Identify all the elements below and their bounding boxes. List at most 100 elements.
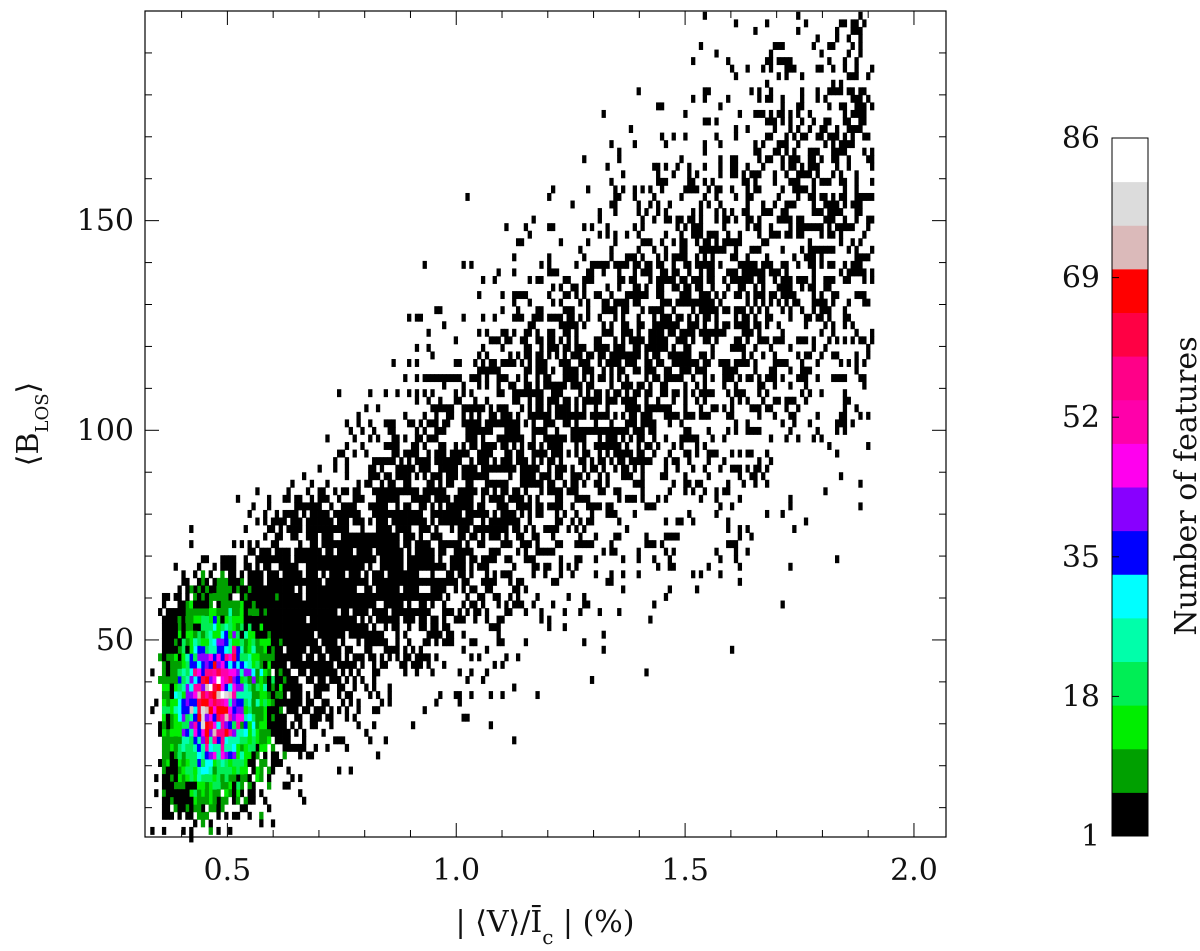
heatmap-cell bbox=[496, 502, 501, 511]
heatmap-cell bbox=[683, 245, 688, 254]
heatmap-cell bbox=[659, 336, 665, 345]
heatmap-cell bbox=[204, 615, 210, 624]
heatmap-cell bbox=[442, 615, 447, 624]
heatmap-cell bbox=[617, 268, 622, 277]
heatmap-cell bbox=[831, 132, 836, 141]
heatmap-cell bbox=[652, 434, 657, 443]
heatmap-cell bbox=[438, 555, 443, 564]
heatmap-cell bbox=[710, 306, 715, 315]
heatmap-cell bbox=[290, 691, 295, 700]
heatmap-cell bbox=[255, 600, 260, 609]
heatmap-cell bbox=[815, 147, 820, 156]
heatmap-cell bbox=[305, 547, 311, 556]
heatmap-cell bbox=[216, 630, 221, 639]
heatmap-cell bbox=[477, 426, 482, 435]
heatmap-cell bbox=[683, 328, 688, 337]
heatmap-cell bbox=[154, 698, 159, 707]
heatmap-cell bbox=[461, 645, 466, 654]
heatmap-cell bbox=[181, 668, 186, 677]
heatmap-cell bbox=[309, 653, 315, 662]
heatmap-cell bbox=[469, 691, 474, 700]
heatmap-cell bbox=[659, 472, 665, 481]
heatmap-cell bbox=[531, 600, 536, 609]
heatmap-cell bbox=[403, 449, 408, 458]
heatmap-cells bbox=[150, 11, 875, 843]
heatmap-cell bbox=[185, 585, 190, 594]
heatmap-cell bbox=[574, 328, 579, 337]
heatmap-cell bbox=[815, 34, 820, 43]
heatmap-cell bbox=[613, 185, 618, 194]
heatmap-cell bbox=[764, 464, 770, 473]
heatmap-cell bbox=[317, 525, 322, 533]
heatmap-cell bbox=[231, 736, 237, 745]
heatmap-cell bbox=[706, 562, 711, 571]
heatmap-cell bbox=[270, 608, 276, 617]
heatmap-cell bbox=[325, 532, 330, 541]
heatmap-cell bbox=[515, 351, 521, 360]
heatmap-cell bbox=[344, 540, 350, 549]
heatmap-cell bbox=[827, 283, 832, 292]
heatmap-cell bbox=[613, 260, 618, 269]
heatmap-cell bbox=[348, 592, 353, 601]
heatmap-cell bbox=[827, 442, 832, 450]
heatmap-cell bbox=[391, 615, 396, 624]
heatmap-cell bbox=[181, 608, 186, 617]
heatmap-cell bbox=[329, 615, 334, 624]
heatmap-cell bbox=[204, 668, 210, 677]
heatmap-cell bbox=[239, 804, 245, 813]
heatmap-cell bbox=[333, 623, 338, 632]
heatmap-cell bbox=[477, 653, 482, 662]
heatmap-cell bbox=[574, 336, 579, 345]
heatmap-cell bbox=[235, 668, 241, 677]
heatmap-cell bbox=[204, 706, 210, 715]
heatmap-cell bbox=[333, 562, 338, 571]
heatmap-cell bbox=[504, 532, 509, 541]
heatmap-cell bbox=[477, 419, 482, 428]
heatmap-cell bbox=[484, 366, 490, 375]
heatmap-cell bbox=[772, 170, 778, 179]
heatmap-cell bbox=[842, 223, 848, 232]
heatmap-cell bbox=[317, 464, 322, 473]
heatmap-cell bbox=[523, 502, 529, 511]
heatmap-cell bbox=[706, 87, 711, 96]
heatmap-cell bbox=[383, 577, 388, 586]
heatmap-cell bbox=[228, 623, 233, 632]
heatmap-cell bbox=[189, 683, 194, 692]
heatmap-cell bbox=[193, 751, 198, 760]
heatmap-cell bbox=[683, 223, 688, 232]
heatmap-cell bbox=[375, 494, 381, 503]
heatmap-cell bbox=[360, 532, 365, 541]
heatmap-cell bbox=[430, 517, 435, 526]
heatmap-cell bbox=[383, 532, 388, 541]
heatmap-cell bbox=[644, 268, 649, 277]
heatmap-cell bbox=[733, 366, 739, 375]
heatmap-cell bbox=[418, 555, 424, 564]
heatmap-cell bbox=[753, 185, 758, 194]
heatmap-cell bbox=[527, 555, 532, 564]
heatmap-cell bbox=[858, 479, 863, 488]
heatmap-cell bbox=[301, 796, 307, 805]
heatmap-cell bbox=[500, 419, 505, 428]
heatmap-cell bbox=[465, 494, 470, 503]
heatmap-cell bbox=[247, 600, 252, 609]
heatmap-cell bbox=[224, 691, 229, 700]
heatmap-cell bbox=[208, 774, 213, 783]
heatmap-cell bbox=[321, 653, 326, 662]
heatmap-cell bbox=[578, 426, 583, 435]
heatmap-cell bbox=[325, 555, 330, 564]
heatmap-cell bbox=[605, 434, 610, 443]
heatmap-cell bbox=[379, 487, 385, 496]
heatmap-cell bbox=[640, 494, 645, 503]
heatmap-cell bbox=[484, 457, 490, 466]
heatmap-cell bbox=[846, 125, 851, 133]
heatmap-cell bbox=[340, 660, 346, 669]
heatmap-cell bbox=[438, 517, 443, 526]
heatmap-cell bbox=[407, 600, 412, 609]
heatmap-cell bbox=[235, 630, 241, 639]
heatmap-cell bbox=[317, 691, 322, 700]
heatmap-cell bbox=[282, 570, 287, 579]
heatmap-cell bbox=[484, 509, 490, 518]
heatmap-cell bbox=[609, 374, 614, 383]
heatmap-cell bbox=[239, 743, 245, 752]
heatmap-cell bbox=[196, 774, 202, 783]
